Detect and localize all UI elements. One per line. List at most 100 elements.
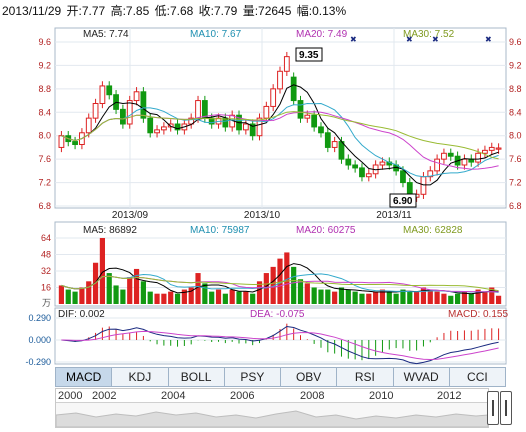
volume-bar (250, 293, 256, 304)
candle-body (311, 114, 318, 128)
volume-bar (277, 258, 283, 304)
volume-bar (113, 285, 119, 304)
volume-bar (393, 293, 399, 304)
tab-psy[interactable]: PSY (225, 368, 281, 386)
volume-bar (86, 281, 92, 304)
tab-rsi[interactable]: RSI (337, 368, 394, 386)
volume-bar (202, 283, 208, 304)
tab-kdj[interactable]: KDJ (112, 368, 169, 386)
event-marker-icon[interactable]: ✖ (406, 35, 413, 44)
timeline-right-handle[interactable] (500, 391, 512, 425)
macd-dea-line (61, 330, 499, 361)
volume-bar (181, 289, 187, 304)
volume-bar (468, 293, 474, 304)
volume-bar (366, 293, 372, 304)
volume-bar (270, 266, 276, 304)
price-tick-label: 9.2 (509, 60, 522, 70)
macd-tick-label: 0.000 (28, 335, 51, 345)
volume-bar (441, 293, 447, 304)
candle-body (277, 70, 283, 90)
event-marker-icon[interactable]: ✖ (432, 35, 439, 44)
candle-body (85, 117, 92, 134)
tab-obv[interactable]: OBV (281, 368, 338, 386)
volume-bar (222, 293, 228, 304)
candle-body (338, 141, 345, 160)
price-y-axis-right: 9.6 9.2 8.8 8.4 8.0 7.6 7.2 6.8 (509, 37, 522, 211)
volume-bar (154, 293, 160, 304)
high-callout: 9.35 (295, 47, 323, 62)
candle-body (140, 91, 147, 119)
candle-body (201, 100, 208, 119)
volume-unit-label: 万 (42, 298, 51, 308)
candle-body (72, 141, 78, 145)
event-marker-icon[interactable]: ✖ (350, 35, 357, 44)
price-tick-label: 7.2 (509, 178, 522, 188)
volume-y-axis: 64 48 32 16 万 (41, 233, 51, 308)
date-tick-label: 2013/09 (112, 210, 149, 221)
timeline-year: 2006 (230, 390, 255, 402)
volume-bars (58, 238, 502, 304)
volume-bar (147, 291, 153, 304)
timeline-year: 2012 (437, 390, 462, 402)
volume-bar (325, 289, 331, 304)
candle-body (420, 176, 427, 195)
candle-body (58, 135, 65, 148)
timeline-left-handle[interactable] (487, 391, 499, 425)
event-markers: ✖ ✖ ✖ ✖ (350, 35, 492, 44)
macd-dif-line (61, 325, 499, 365)
volume-bar (168, 291, 174, 304)
candle-body (488, 146, 495, 151)
volume-ma30-label: MA30: 62828 (403, 225, 463, 236)
volume-bar (386, 291, 392, 304)
volume-bar (427, 289, 433, 304)
volume-ma10-line (61, 273, 499, 293)
volume-bar (332, 291, 338, 304)
candle-body (379, 161, 386, 166)
candle-body (495, 147, 502, 150)
volume-bar (352, 291, 358, 304)
high-callout-label: 9.35 (299, 50, 319, 61)
quote-date: 2013/11/29 (2, 4, 62, 18)
price-tick-label: 6.8 (509, 201, 522, 211)
volume-bar (65, 289, 71, 304)
volume-bar (434, 291, 440, 304)
price-tick-label: 9.2 (38, 60, 51, 70)
volume-bar (495, 295, 502, 304)
volume-ma30-line (61, 275, 499, 292)
candle-body (167, 123, 174, 128)
price-ma30-label: MA30: 7.52 (403, 29, 455, 40)
volume-bar (188, 287, 194, 304)
candle-body (126, 100, 133, 125)
volume-bar (345, 289, 351, 304)
candle-body (263, 105, 270, 119)
volume-bar (161, 293, 167, 304)
ma10-line (61, 102, 499, 178)
indicator-tabs: MACD KDJ BOLL PSY OBV RSI WVAD CCI (55, 367, 506, 387)
timeline-year: 2000 (58, 390, 83, 402)
event-marker-icon[interactable]: ✖ (485, 35, 492, 44)
candle-body (304, 114, 311, 119)
price-tick-label: 8.0 (509, 131, 522, 141)
timeline-year: 2010 (369, 390, 394, 402)
date-tick-label: 2013/11 (376, 210, 412, 221)
price-tick-label: 6.8 (38, 201, 51, 211)
candle-body (290, 76, 297, 102)
tab-macd[interactable]: MACD (56, 368, 113, 386)
candle-body (92, 103, 99, 119)
macd-lines (61, 325, 499, 365)
volume-bar (304, 283, 310, 304)
volume-bar (229, 289, 235, 304)
timeline-navigator[interactable]: 2000 2002 2004 2006 2008 2010 2012 (55, 388, 489, 428)
price-tick-label: 8.8 (38, 84, 51, 94)
macd-dif-label: DIF: 0.002 (58, 309, 105, 320)
low-callout-label: 6.90 (393, 196, 413, 207)
tab-cci[interactable]: CCI (467, 370, 488, 384)
candle-body (222, 117, 229, 128)
timeline-sparkline (56, 410, 488, 427)
volume-bar (127, 277, 133, 304)
candle-body (461, 158, 468, 166)
price-tick-label: 8.4 (38, 107, 51, 117)
tab-boll[interactable]: BOLL (169, 368, 225, 386)
tab-wvad[interactable]: WVAD (394, 368, 450, 386)
candle-body (318, 126, 324, 134)
